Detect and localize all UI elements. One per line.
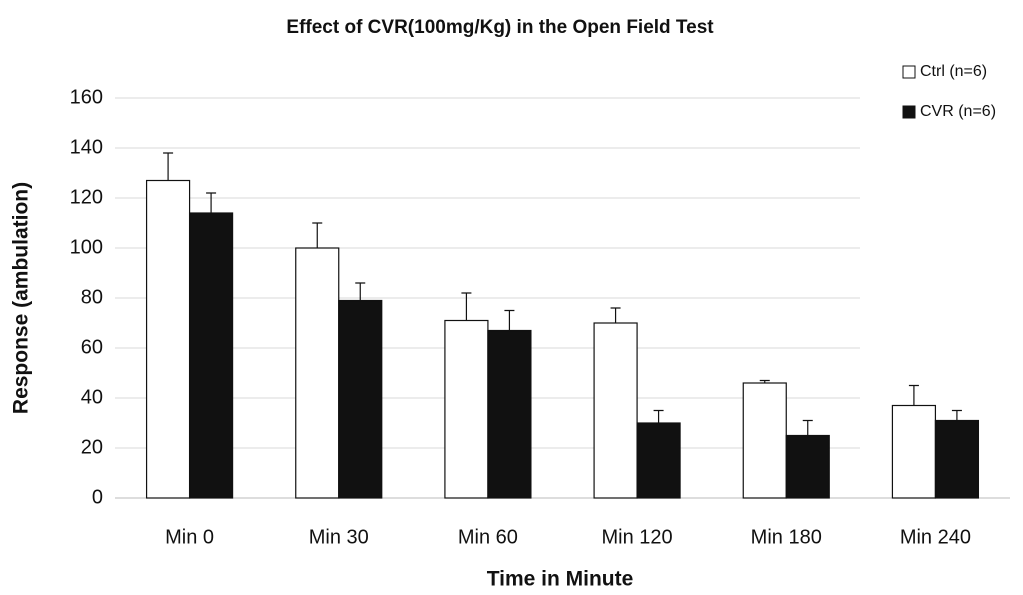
y-tick-label: 60 <box>81 336 103 358</box>
y-axis-title: Response (ambulation) <box>10 182 33 414</box>
y-tick-label: 40 <box>81 386 103 408</box>
x-axis-title: Time in Minute <box>487 568 634 591</box>
bar <box>295 247 340 499</box>
y-tick-label: 100 <box>70 236 103 258</box>
legend-label: CVR (n=6) <box>920 103 996 120</box>
x-tick-label: Min 120 <box>602 526 673 548</box>
x-tick-label: Min 30 <box>309 526 369 548</box>
legend-label: Ctrl (n=6) <box>920 63 987 80</box>
error-bar <box>610 307 621 323</box>
x-tick-label: Min 0 <box>165 526 214 548</box>
y-tick-label: 80 <box>81 286 103 308</box>
error-bar <box>802 419 813 436</box>
x-tick-label: Min 240 <box>900 526 971 548</box>
bar <box>785 434 830 499</box>
bar <box>934 419 980 499</box>
legend-swatch <box>902 65 916 79</box>
y-tick-label: 140 <box>70 136 103 158</box>
bar <box>338 299 383 499</box>
error-bar <box>653 409 664 423</box>
bar <box>636 422 681 499</box>
error-bar <box>759 379 770 383</box>
x-tick-label: Min 60 <box>458 526 518 548</box>
error-bar <box>163 152 174 181</box>
error-bar <box>504 309 515 331</box>
error-bar <box>206 192 217 213</box>
bar <box>593 322 638 499</box>
legend-swatch <box>902 105 916 119</box>
bar <box>145 179 191 499</box>
error-bar <box>312 222 323 248</box>
error-bar <box>461 292 472 321</box>
x-tick-label: Min 180 <box>751 526 822 548</box>
error-bar <box>355 282 366 301</box>
y-tick-label: 0 <box>92 486 103 508</box>
bar <box>487 329 532 499</box>
error-bar <box>908 384 919 406</box>
y-tick-label: 20 <box>81 436 103 458</box>
y-tick-label: 120 <box>70 186 103 208</box>
bar <box>891 404 937 499</box>
bar <box>444 319 489 499</box>
error-bar <box>951 409 962 421</box>
bar <box>742 382 787 499</box>
chart-title: Effect of CVR(100mg/Kg) in the Open Fiel… <box>286 17 714 38</box>
y-tick-label: 160 <box>70 86 103 108</box>
bar <box>188 212 234 499</box>
